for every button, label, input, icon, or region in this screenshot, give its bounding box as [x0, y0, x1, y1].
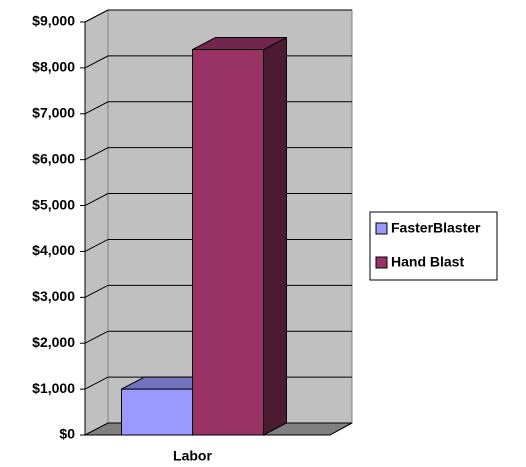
- legend-label: FasterBlaster: [391, 220, 481, 236]
- bar-side: [263, 36, 287, 436]
- y-tick-label: $8,000: [32, 59, 75, 75]
- y-tick-label: $6,000: [32, 150, 75, 166]
- legend-swatch: [375, 256, 388, 269]
- y-tick-label: $0: [59, 426, 75, 442]
- y-tick-label: $5,000: [32, 196, 75, 212]
- legend-swatch: [375, 222, 388, 235]
- legend-label: Hand Blast: [391, 254, 464, 270]
- x-tick-label: Labor: [173, 448, 212, 464]
- y-tick-label: $1,000: [32, 380, 75, 396]
- bar-front: [121, 388, 193, 436]
- bar: [192, 36, 287, 436]
- y-tick-label: $2,000: [32, 334, 75, 350]
- y-tick-label: $9,000: [32, 13, 75, 29]
- y-tick-label: $3,000: [32, 288, 75, 304]
- bar-front: [192, 49, 264, 436]
- legend-box: [369, 211, 498, 281]
- side-wall: [84, 9, 109, 436]
- y-tick-label: $7,000: [32, 104, 75, 120]
- grid-line: [84, 9, 352, 23]
- y-tick-label: $4,000: [32, 242, 75, 258]
